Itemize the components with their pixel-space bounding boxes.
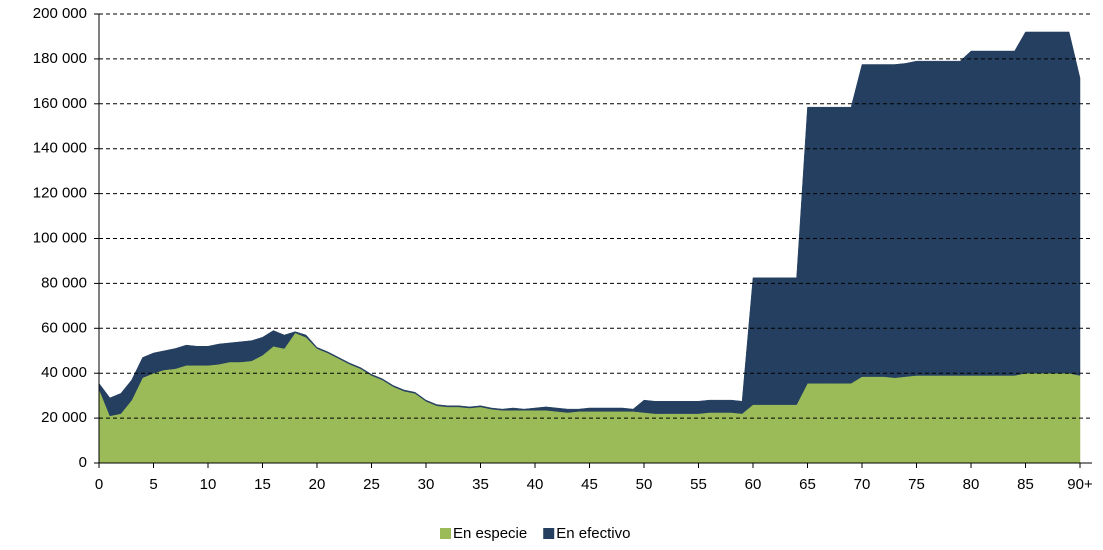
x-tick-label: 65 xyxy=(799,476,816,493)
x-tick-label: 85 xyxy=(1017,476,1034,493)
x-tick-label: 75 xyxy=(908,476,925,493)
y-tick-label: 20 000 xyxy=(41,409,87,426)
x-tick-label: 55 xyxy=(690,476,707,493)
x-tick-label: 45 xyxy=(581,476,598,493)
x-tick-label: 5 xyxy=(149,476,157,493)
x-tick-label: 60 xyxy=(745,476,762,493)
x-tick-label: 50 xyxy=(636,476,653,493)
y-tick-label: 160 000 xyxy=(33,95,87,112)
area xyxy=(98,31,1081,417)
x-tick-label: 15 xyxy=(254,476,271,493)
x-tick-label: 70 xyxy=(854,476,871,493)
y-tick-label: 80 000 xyxy=(41,274,87,291)
y-tick-label: 0 xyxy=(79,454,87,471)
y-tick-label: 60 000 xyxy=(41,319,87,336)
x-tick-label: 90+ xyxy=(1067,476,1093,493)
x-tick-label: 40 xyxy=(527,476,544,493)
legend-label: En efectivo xyxy=(556,525,630,542)
legend-label: En especie xyxy=(453,525,527,542)
x-tick-label: 20 xyxy=(309,476,326,493)
y-tick-label: 200 000 xyxy=(33,5,87,22)
y-tick-label: 40 000 xyxy=(41,364,87,381)
x-tick-label: 25 xyxy=(363,476,380,493)
x-tick-label: 35 xyxy=(472,476,489,493)
x-tick-label: 0 xyxy=(95,476,103,493)
x-tick-label: 10 xyxy=(200,476,217,493)
x-tick-label: 30 xyxy=(418,476,435,493)
y-tick-label: 180 000 xyxy=(33,50,87,67)
legend-swatch xyxy=(440,528,451,539)
y-tick-label: 100 000 xyxy=(33,229,87,246)
y-tick-label: 120 000 xyxy=(33,185,87,202)
legend: En especie En efectivo xyxy=(440,525,630,542)
y-tick-label: 140 000 xyxy=(33,140,87,157)
x-tick-label: 80 xyxy=(963,476,980,493)
legend-swatch xyxy=(543,528,555,539)
